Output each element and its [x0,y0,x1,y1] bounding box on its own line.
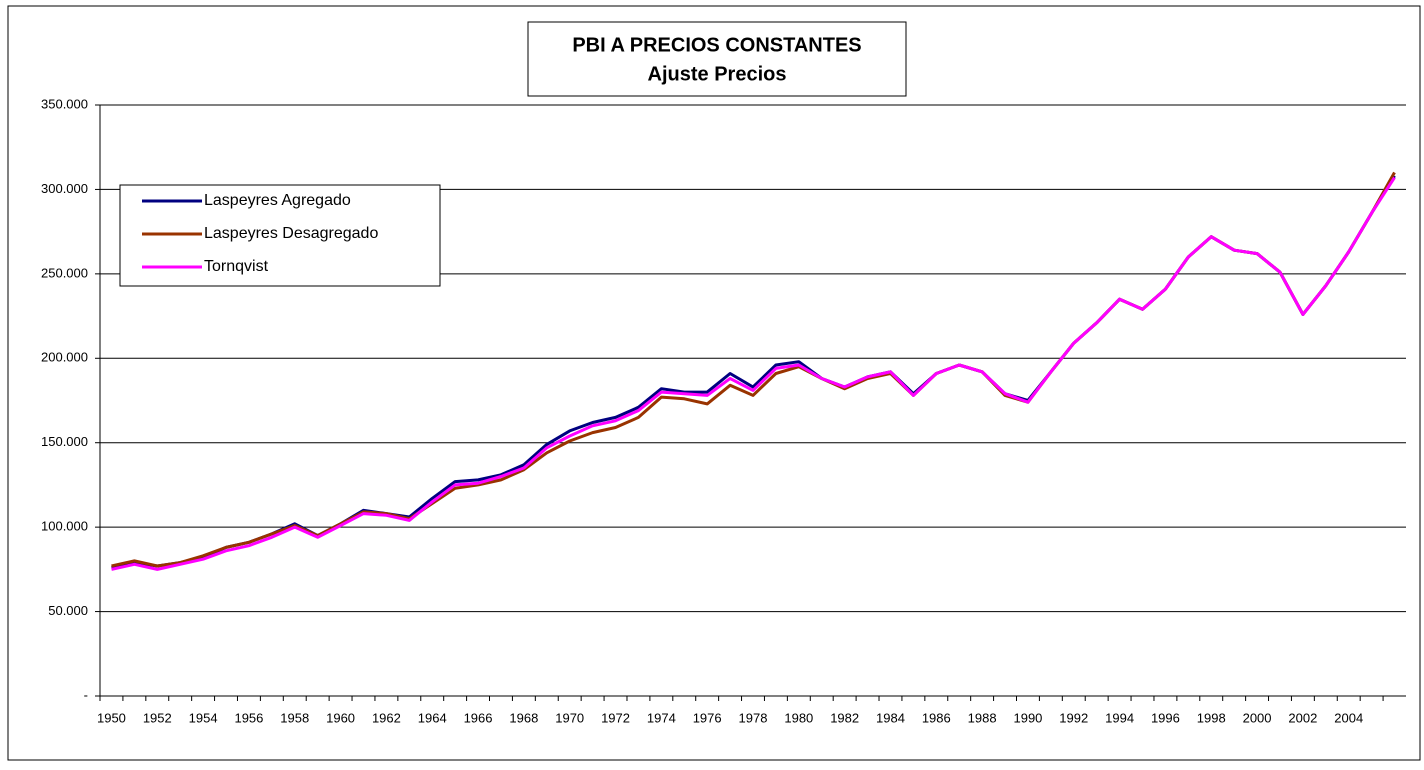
y-tick-label: 200.000 [41,350,88,365]
chart-border [7,5,1421,761]
x-tick-label: 1970 [555,710,584,725]
y-tick-label: 50.000 [48,603,88,618]
x-tick-label: 1994 [1105,710,1134,725]
y-tick-label: 300.000 [41,181,88,196]
x-tick-label: 1988 [968,710,997,725]
x-tick-label: 1958 [280,710,309,725]
x-tick-label: 2004 [1334,710,1363,725]
title-box [527,21,907,97]
x-tick-label: 1968 [509,710,538,725]
x-tick-label: 1972 [601,710,630,725]
x-tick-label: 1978 [739,710,768,725]
x-tick-label: 2002 [1288,710,1317,725]
x-tick-label: 1974 [647,710,676,725]
x-tick-label: 1966 [464,710,493,725]
x-tick-label: 1982 [830,710,859,725]
chart-title: PBI A PRECIOS CONSTANTES [572,34,861,56]
x-tick-label: 1962 [372,710,401,725]
x-tick-label: 1998 [1197,710,1226,725]
x-tick-label: 2000 [1243,710,1272,725]
x-tick-label: 1986 [922,710,951,725]
y-tick-label: - [84,687,88,702]
x-tick-label: 1950 [97,710,126,725]
x-tick-label: 1984 [876,710,905,725]
x-tick-label: 1990 [1013,710,1042,725]
legend-label: Laspeyres Agregado [204,192,351,209]
y-tick-label: 350.000 [41,96,88,111]
y-tick-label: 100.000 [41,519,88,534]
x-tick-label: 1956 [234,710,263,725]
x-tick-label: 1952 [143,710,172,725]
x-tick-label: 1996 [1151,710,1180,725]
x-tick-label: 1954 [189,710,218,725]
chart-subtitle: Ajuste Precios [648,63,787,85]
x-tick-label: 1976 [693,710,722,725]
x-tick-label: 1992 [1059,710,1088,725]
legend-label: Laspeyres Desagregado [204,225,378,242]
x-tick-label: 1964 [418,710,447,725]
y-tick-label: 150.000 [41,434,88,449]
y-tick-label: 250.000 [41,265,88,280]
legend-label: Tornqvist [204,258,269,275]
series-line [111,176,1396,571]
x-tick-label: 1960 [326,710,355,725]
x-tick-label: 1980 [784,710,813,725]
